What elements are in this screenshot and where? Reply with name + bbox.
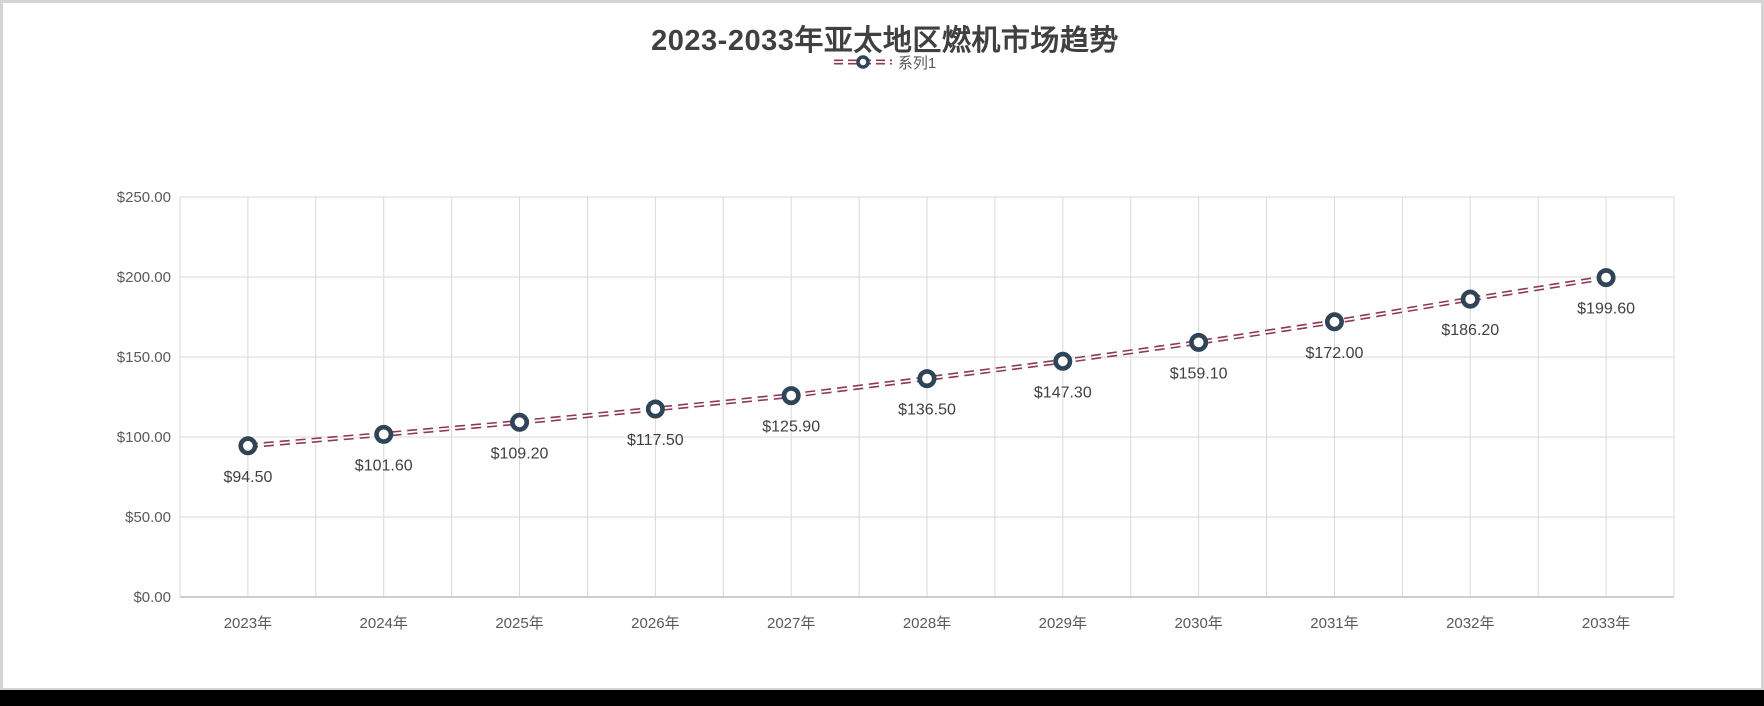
x-axis-tick-label: 2024年 — [360, 615, 408, 632]
data-point-label: $109.20 — [491, 445, 549, 462]
data-point-marker — [1596, 268, 1616, 288]
data-point-label: $101.60 — [355, 457, 413, 474]
legend-line-marker-icon — [833, 55, 892, 69]
data-point-label: $147.30 — [1034, 384, 1092, 401]
data-point-label: $186.20 — [1441, 322, 1499, 339]
x-axis-tick-label: 2025年 — [495, 615, 543, 632]
data-point-marker — [1324, 312, 1344, 332]
x-axis-tick-label: 2032年 — [1446, 615, 1494, 632]
y-axis-tick-label: $50.00 — [125, 509, 171, 526]
chart-canvas: $250.00 $200.00 $150.00 $100.00 $50.00 $0.00 2… — [117, 189, 1675, 632]
x-axis-tick-label: 2023年 — [224, 615, 272, 632]
data-point-marker — [1189, 332, 1209, 352]
data-point-marker — [917, 369, 937, 389]
data-point-label: $125.90 — [762, 419, 820, 436]
data-point-marker — [781, 386, 801, 406]
x-axis-tick-label: 2031年 — [1310, 615, 1358, 632]
data-point-marker — [1460, 289, 1480, 309]
data-point-label: $117.50 — [627, 432, 684, 449]
x-axis-tick-label: 2027年 — [767, 615, 815, 632]
x-axis-tick-label: 2028年 — [903, 615, 951, 632]
chart-title: 2023-2033年亚太地区燃机市场趋势 — [651, 25, 1119, 57]
y-axis-tick-label: $0.00 — [133, 589, 171, 606]
x-axis-tick-label: 2026年 — [631, 615, 679, 632]
data-point-label: $199.60 — [1577, 301, 1635, 318]
x-axis-tick-label: 2030年 — [1174, 615, 1222, 632]
chart-panel: 2023-2033年亚太地区燃机市场趋势 系列1 $250.00 $200.00 $… — [0, 0, 1764, 690]
series-line-core — [247, 276, 1607, 447]
data-point-marker — [238, 436, 258, 456]
x-axis-tick-label: 2033年 — [1582, 615, 1630, 632]
data-point-marker — [374, 424, 394, 444]
data-point-label: $159.10 — [1170, 365, 1228, 382]
data-point-label: $94.50 — [223, 469, 272, 486]
y-axis-tick-label: $200.00 — [117, 269, 171, 286]
data-point-label: $172.00 — [1306, 345, 1364, 362]
x-axis-tick-label: 2029年 — [1039, 615, 1087, 632]
data-point-marker — [1053, 351, 1073, 371]
bottom-black-bar — [0, 690, 1764, 706]
data-point-label: $136.50 — [898, 402, 956, 419]
legend-label: 系列1 — [897, 54, 937, 72]
legend: 系列1 — [3, 51, 1764, 73]
y-axis-tick-label: $150.00 — [117, 349, 171, 366]
data-point-marker — [645, 399, 665, 419]
y-axis-tick-label: $100.00 — [117, 429, 171, 446]
y-axis-tick-label: $250.00 — [117, 189, 171, 206]
data-point-marker — [510, 412, 530, 432]
